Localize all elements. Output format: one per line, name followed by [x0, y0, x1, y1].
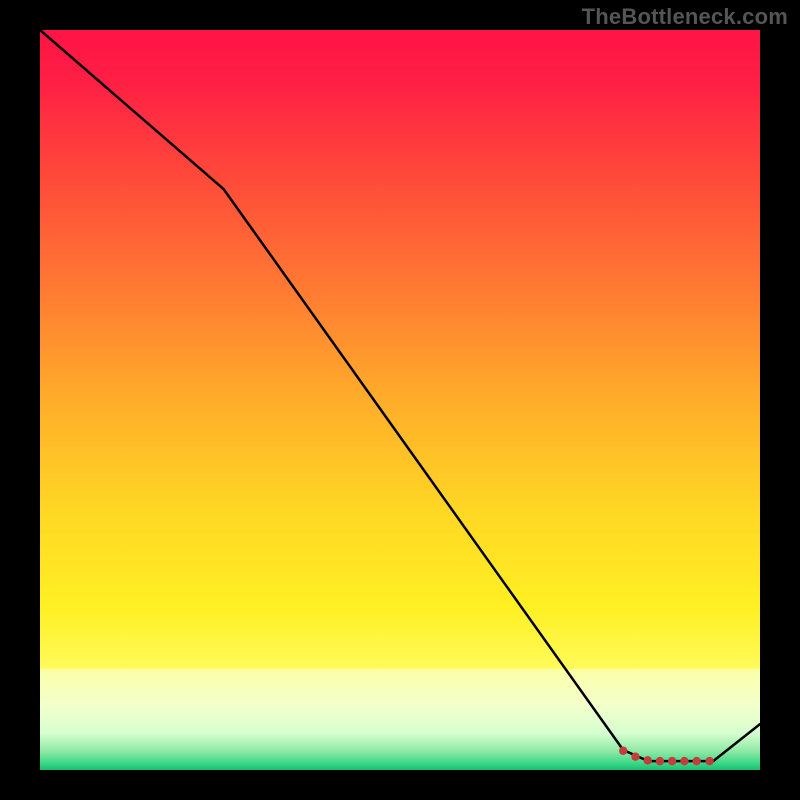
chart-container: TheBottleneck.com [0, 0, 800, 800]
series-marker [705, 757, 713, 765]
chart-plot-background [40, 30, 760, 770]
series-marker [680, 757, 688, 765]
series-marker [619, 747, 627, 755]
series-marker [631, 752, 639, 760]
series-marker [656, 757, 664, 765]
series-marker [643, 756, 651, 764]
series-marker [692, 757, 700, 765]
watermark-text: TheBottleneck.com [582, 4, 788, 30]
series-marker [668, 757, 676, 765]
bottleneck-curve-chart [0, 0, 800, 800]
